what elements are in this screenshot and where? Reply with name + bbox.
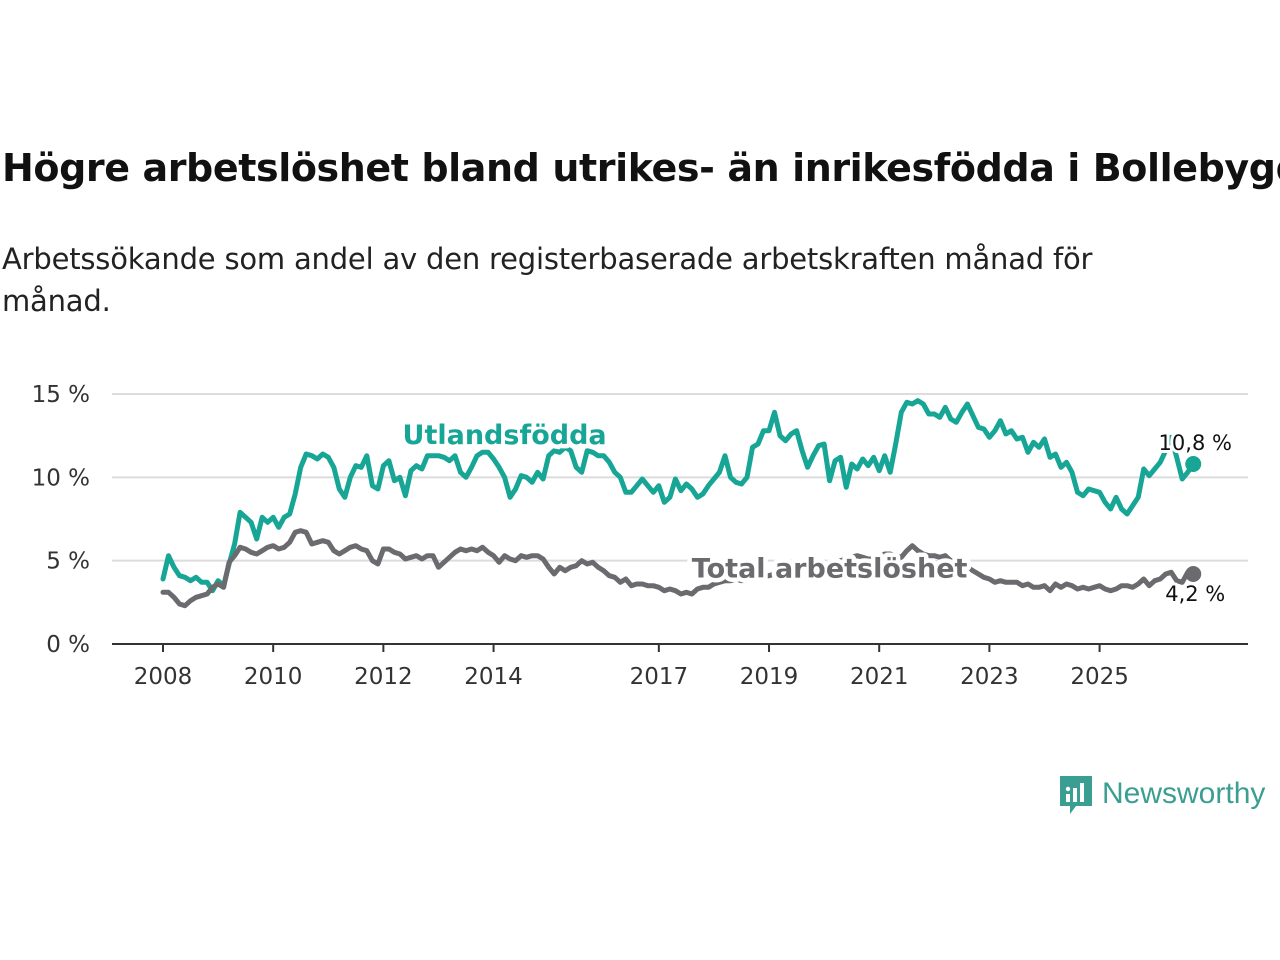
series-line-total [160, 528, 1196, 609]
x-tick-label: 2025 [1070, 664, 1129, 690]
y-tick-label: 0 % [46, 632, 90, 658]
newsworthy-brand[interactable]: Newsworthy [1058, 772, 1265, 816]
y-tick-label: 10 % [32, 465, 90, 491]
chart-subtitle: Arbetssökande som andel av den registerb… [2, 242, 1093, 318]
end-point-marker [1185, 456, 1202, 472]
newsworthy-logo-icon [1060, 776, 1092, 814]
x-tick-label: 2021 [850, 664, 909, 690]
y-tick-label: 5 % [46, 549, 90, 575]
x-tick-label: 2010 [244, 664, 303, 690]
line-chart: 0 %5 %10 %15 % 2008 2010 2012 2014 2017 2019 2… [32, 382, 1248, 690]
chart-title: Högre arbetslöshet bland utrikes- än inr… [2, 146, 1280, 190]
x-tick-label: 2008 [134, 664, 193, 690]
series-labels: 10,8 % 4,2 % Utlandsfödda Total arbetslöshe… [398, 416, 1235, 610]
x-axis: 2008 2010 2012 2014 2017 2019 2021 2023 2025 [112, 643, 1248, 690]
x-tick-label: 2017 [630, 664, 689, 690]
end-point-marker [1185, 566, 1202, 582]
gridlines [112, 393, 1248, 562]
end-value-label: 4,2 % [1165, 582, 1225, 606]
y-tick-label: 15 % [32, 382, 90, 408]
series-group [160, 398, 1202, 609]
series-label-total: Total arbetslöshet [692, 553, 968, 584]
x-tick-label: 2014 [464, 664, 523, 690]
brand-name: Newsworthy [1102, 777, 1266, 810]
x-tick-label: 2012 [354, 664, 413, 690]
x-tick-label: 2019 [740, 664, 799, 690]
x-tick-label: 2023 [960, 664, 1019, 690]
series-line-utlandsfodda [160, 398, 1196, 594]
series-label-utlandsfodda: Utlandsfödda [403, 420, 607, 451]
y-axis: 0 % 5 % 10 % 15 % [32, 382, 90, 658]
end-value-label: 10,8 % [1159, 431, 1232, 455]
